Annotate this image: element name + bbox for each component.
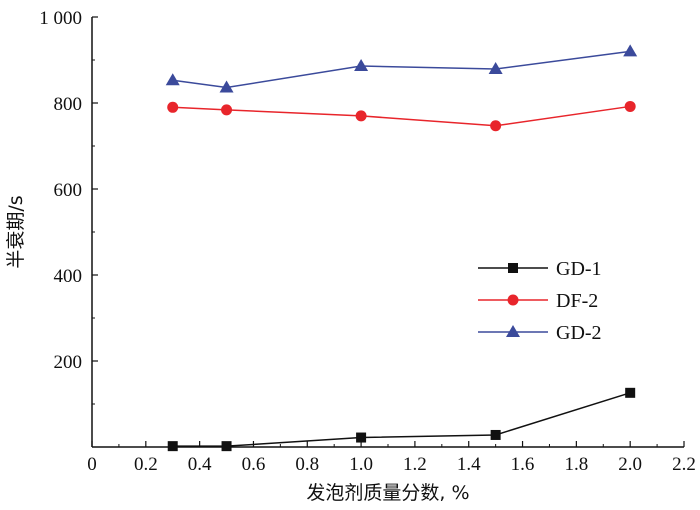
series-gd-2 — [165, 44, 638, 93]
legend-item-df-2: DF-2 — [478, 290, 598, 312]
x-tick-label: 2.0 — [618, 454, 642, 475]
data-point-df-2 — [221, 104, 233, 116]
data-point-gd-2 — [219, 80, 234, 93]
legend-label-gd-2: GD-2 — [556, 322, 602, 344]
y-tick-label: 400 — [54, 266, 83, 287]
x-tick-label: 2.2 — [672, 454, 696, 475]
x-tick-label: 0.6 — [242, 454, 266, 475]
series-df-2 — [167, 100, 636, 132]
data-point-df-2 — [490, 120, 502, 132]
x-axis-ticks: 0 0.2 0.4 0.6 0.8 1.0 1.2 1.4 1.6 1.8 2.0 2.2 — [87, 441, 696, 475]
x-tick-label: 1.6 — [511, 454, 535, 475]
data-point-gd-2 — [354, 59, 369, 72]
y-tick-label: 200 — [54, 352, 83, 373]
series-line-gd-1 — [172, 392, 631, 447]
x-tick-label: 0.4 — [188, 454, 212, 475]
legend-marker-gd-1 — [508, 263, 518, 273]
legend-marker-gd-2 — [506, 325, 520, 337]
series-line-gd-2 — [172, 50, 631, 89]
data-point-df-2 — [355, 110, 367, 122]
y-axis-title: 半衰期/s — [5, 195, 27, 268]
y-tick-label: 600 — [54, 180, 83, 201]
y-axis-ticks: 200 400 600 800 1 000 — [39, 8, 98, 405]
data-point-gd-2 — [623, 44, 638, 57]
data-point-gd-1 — [625, 387, 636, 398]
series-layer — [165, 44, 638, 452]
x-tick-label: 0.8 — [295, 454, 319, 475]
legend-label-df-2: DF-2 — [556, 290, 598, 312]
legend-item-gd-2: GD-2 — [478, 322, 602, 344]
data-point-df-2 — [167, 101, 179, 113]
y-tick-label: 1 000 — [39, 8, 82, 29]
x-axis-title: 发泡剂质量分数, % — [306, 482, 469, 504]
series-line-df-2 — [172, 105, 631, 127]
data-point-gd-1 — [221, 441, 232, 452]
x-tick-label: 1.0 — [349, 454, 373, 475]
x-tick-label: 1.8 — [564, 454, 588, 475]
data-point-df-2 — [624, 100, 636, 112]
data-point-gd-2 — [488, 62, 503, 75]
x-tick-label: 0.2 — [134, 454, 158, 475]
data-point-gd-2 — [165, 73, 180, 86]
data-point-gd-1 — [490, 429, 501, 440]
legend-item-gd-1: GD-1 — [478, 258, 602, 280]
legend-label-gd-1: GD-1 — [556, 258, 602, 280]
legend-marker-df-2 — [507, 294, 519, 306]
y-tick-label: 800 — [54, 94, 83, 115]
x-tick-label: 1.4 — [457, 454, 481, 475]
data-point-gd-1 — [356, 432, 367, 443]
x-tick-label: 1.2 — [403, 454, 427, 475]
legend: GD-1 DF-2 GD-2 — [478, 258, 602, 344]
series-gd-1 — [167, 387, 636, 452]
x-tick-label: 0 — [87, 454, 97, 475]
data-point-gd-1 — [167, 441, 178, 452]
